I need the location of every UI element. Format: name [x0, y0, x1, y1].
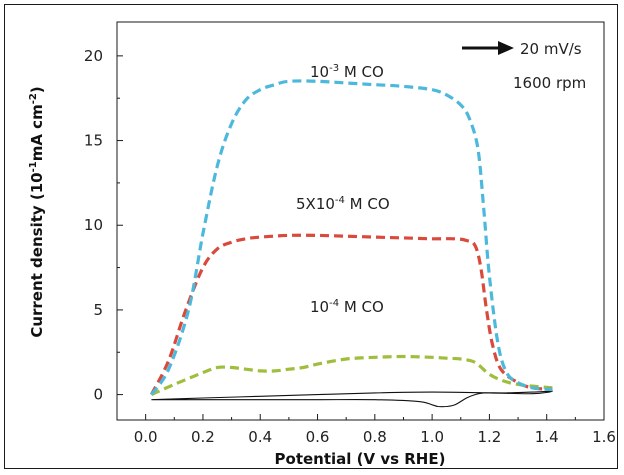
scan-rate-label: 20 mV/s: [520, 40, 582, 58]
label-1e-3-post: M CO: [339, 63, 384, 81]
series-label-5e-4: 5X10-4 M CO: [296, 195, 390, 213]
series-label-1e-4: 10-4 M CO: [310, 298, 384, 316]
y-axis: 0 5 10 15 20: [84, 47, 123, 404]
y-title-pre: Current density (10: [28, 172, 46, 337]
label-1e-4-pre: 10: [310, 298, 329, 316]
x-axis: 0.0 0.2 0.4 0.6 0.8 1.0 1.2 1.4 1.6: [116, 414, 616, 446]
series-layer: [149, 79, 553, 408]
x-tick-label: 0.2: [191, 428, 215, 446]
x-tick-label: 0.0: [134, 428, 158, 446]
y-title-sup2: -2: [28, 93, 39, 104]
label-5e-4-post: M CO: [345, 195, 390, 213]
y-title-mid: mA cm: [28, 104, 46, 161]
y-tick-label: 0: [93, 386, 103, 404]
y-axis-title: Current density (10-1mA cm-2): [28, 86, 46, 337]
y-tick-label: 15: [84, 132, 103, 150]
x-tick-label: 0.6: [306, 428, 330, 446]
series-label-1e-3: 10-3 M CO: [310, 63, 384, 81]
x-tick-label: 0.4: [248, 428, 272, 446]
x-axis-title: Potential (V vs RHE): [275, 450, 446, 468]
series-line-2: [150, 354, 553, 397]
plot-border: [116, 21, 605, 421]
series-line-1: [149, 233, 553, 396]
x-tick-label: 0.8: [363, 428, 387, 446]
label-1e-3-pre: 10: [310, 63, 329, 81]
series-line-0: [150, 79, 553, 396]
label-5e-4-sup: -4: [335, 195, 345, 206]
y-tick-label: 10: [84, 216, 103, 234]
y-tick-label: 5: [93, 301, 103, 319]
y-title-sup1: -1: [28, 161, 39, 172]
label-1e-3-sup: -3: [329, 63, 339, 74]
scan-direction: 20 mV/s 1600 rpm: [462, 40, 586, 92]
arrow-icon-head: [498, 41, 514, 55]
y-tick-label: 20: [84, 47, 103, 65]
plot-area: 0.0 0.2 0.4 0.6 0.8 1.0 1.2 1.4 1.6 0 5 10 15 20: [84, 21, 616, 446]
label-1e-4-sup: -4: [329, 298, 339, 309]
x-tick-label: 1.6: [592, 428, 616, 446]
rotation-rate-label: 1600 rpm: [513, 74, 586, 92]
label-1e-4-post: M CO: [339, 298, 384, 316]
x-tick-label: 1.0: [420, 428, 444, 446]
series-line-background: [151, 390, 553, 408]
x-tick-label: 1.4: [535, 428, 559, 446]
x-tick-label: 1.2: [477, 428, 501, 446]
label-5e-4-pre: 5X10: [296, 195, 335, 213]
y-title-post: ): [28, 86, 46, 93]
